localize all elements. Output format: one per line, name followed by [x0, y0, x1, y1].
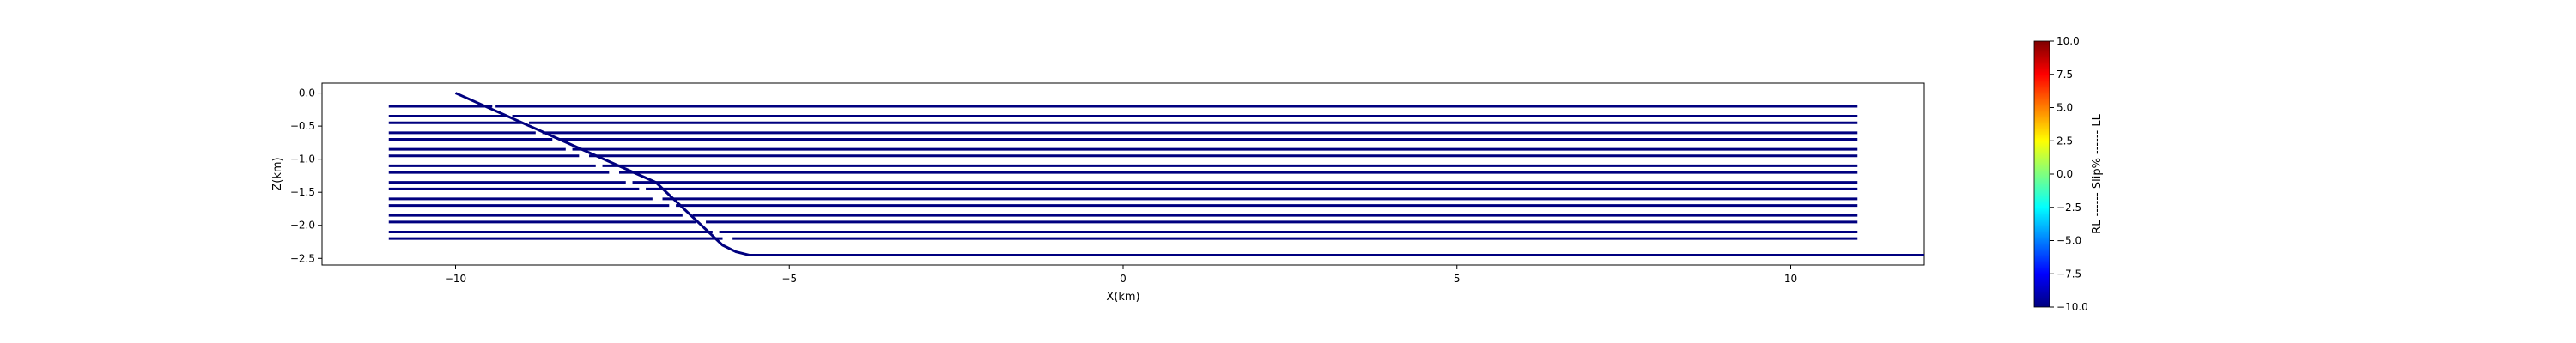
colorbar-tick-label: −5.0: [2057, 235, 2081, 247]
colorbar-tick-label: −2.5: [2057, 202, 2081, 214]
x-tick-label: 10: [1784, 273, 1797, 285]
colorbar-gradient: [2033, 40, 2050, 308]
colorbar-tick-label: 0.0: [2057, 168, 2073, 180]
colorbar-tick-label: −10.0: [2057, 301, 2088, 313]
x-tick-label: −10: [445, 273, 466, 285]
x-tick-label: −5: [781, 273, 797, 285]
x-axis-ticks: −10 −5 0 5 10: [445, 265, 1797, 285]
main-plot: −10 −5 0 5 10 0.0−0.5−1.0−1.5−2.0−2.5 X(km) …: [271, 82, 1925, 304]
x-tick-label: 5: [1454, 273, 1461, 285]
colorbar-ticks: 10.0 7.5 5.0 2.5 0.0 −2.5 −5.0 −7.5 −10.0: [2050, 35, 2088, 313]
y-tick-label: −1.0: [290, 153, 315, 165]
main-fault-line: [454, 92, 1924, 256]
y-tick-label: −2.5: [290, 252, 315, 264]
y-axis-label: Z(km): [271, 157, 284, 190]
x-tick-label: 0: [1120, 273, 1127, 285]
colorbar-tick-label: 10.0: [2057, 35, 2080, 47]
y-tick-label: 0.0: [299, 87, 315, 99]
x-axis-label: X(km): [1106, 291, 1139, 304]
colorbar-tick-label: 5.0: [2057, 102, 2073, 114]
plot-data: [388, 92, 1924, 256]
y-tick-label: −0.5: [290, 120, 315, 132]
colorbar-tick-label: −7.5: [2057, 268, 2081, 280]
y-tick-label: −1.5: [290, 186, 315, 198]
plot-frame: [321, 82, 1925, 266]
y-axis-ticks: 0.0 −0.5 −1.0 −1.5 −2.0 −2.5: [290, 87, 322, 264]
y-tick-label: −2.0: [290, 220, 315, 232]
colorbar-label: RL ------ Slip% ------ LL: [2091, 113, 2104, 233]
colorbar-tick-label: 7.5: [2057, 69, 2073, 81]
colorbar: 10.0 7.5 5.0 2.5 0.0 −2.5 −5.0 −7.5 −10.0 RL ---…: [2033, 35, 2104, 313]
colorbar-tick-label: 2.5: [2057, 135, 2073, 147]
